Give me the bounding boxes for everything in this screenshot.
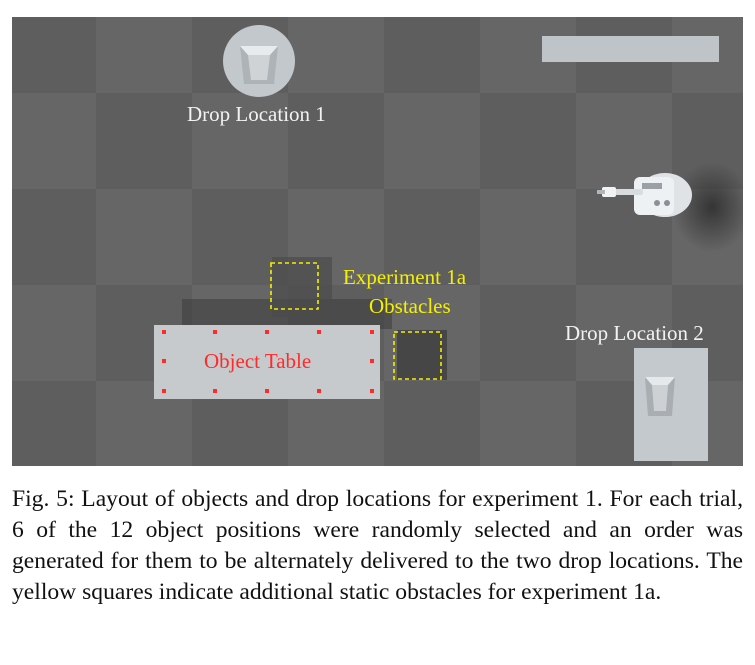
object-position-dot [370, 330, 374, 334]
floor-tile [192, 93, 288, 189]
floor-tile [12, 93, 96, 189]
caption-text: Fig. 5: Layout of objects and drop locat… [12, 486, 743, 605]
floor-tile [12, 17, 96, 93]
drop-location-2-label: Drop Location 2 [565, 321, 704, 345]
floor-tile [12, 285, 96, 381]
object-position-dot [213, 330, 217, 334]
floor-tile [96, 17, 192, 93]
floor-tile [288, 17, 384, 93]
object-positions [162, 330, 374, 393]
wall-bar [542, 36, 719, 62]
figure-caption: Fig. 5: Layout of objects and drop locat… [12, 484, 743, 608]
floor-tile [480, 189, 576, 285]
floor-tile [480, 381, 576, 466]
floor-tile [480, 285, 576, 381]
floor-tile [12, 381, 96, 466]
obstacle-square-1 [270, 262, 319, 310]
object-position-dot [213, 389, 217, 393]
object-position-dot [265, 330, 269, 334]
object-position-dot [162, 389, 166, 393]
floor-tile [12, 189, 96, 285]
object-position-dot [162, 330, 166, 334]
robot [597, 173, 692, 217]
floor-scene [12, 17, 743, 466]
floor-tile [576, 93, 672, 189]
object-table-label: Object Table [204, 349, 312, 373]
floor-tile [384, 189, 480, 285]
object-position-dot [317, 330, 321, 334]
floor-tile [96, 93, 192, 189]
obstacles-label-line2: Obstacles [369, 294, 451, 318]
floor-tile [384, 17, 480, 93]
obstacle-shadow-1 [272, 257, 332, 317]
obstacles-label-line1: Experiment 1a [343, 265, 467, 289]
obstacle-shadow-2 [397, 330, 447, 380]
floor-tile [288, 93, 384, 189]
simulation-figure: Drop Location 1 Drop Location 2 Experime… [12, 17, 743, 466]
object-position-dot [317, 389, 321, 393]
floor-tile [384, 381, 480, 466]
drop-location-2-marker [634, 348, 708, 461]
object-position-dot [370, 389, 374, 393]
obstacle-square-2 [393, 331, 442, 380]
object-position-dot [162, 359, 166, 363]
floor-tile [96, 189, 192, 285]
object-table [154, 325, 380, 399]
floor-tile [384, 93, 480, 189]
floor-tile [480, 93, 576, 189]
drop-location-1-label: Drop Location 1 [187, 102, 326, 126]
drop-location-1-marker [223, 25, 295, 97]
object-position-dot [265, 389, 269, 393]
robot-shadow [672, 162, 743, 252]
object-position-dot [370, 359, 374, 363]
